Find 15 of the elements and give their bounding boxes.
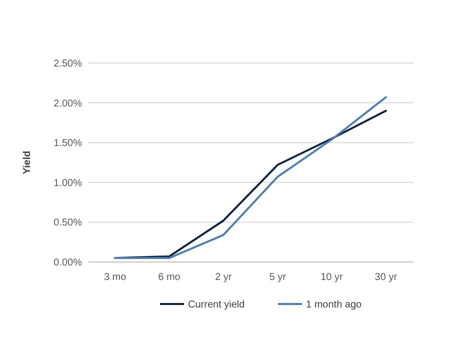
x-tick-label: 6 mo xyxy=(158,272,181,283)
y-tick-label: 2.50% xyxy=(54,58,82,70)
x-tick-label: 2 yr xyxy=(215,272,232,283)
x-tick-label: 3 mo xyxy=(104,272,127,283)
y-tick-label: 0.50% xyxy=(54,218,82,229)
y-tick-label: 2.00% xyxy=(54,98,82,110)
x-tick-label: 5 yr xyxy=(269,272,287,283)
x-tick-label: 10 yr xyxy=(320,272,344,283)
y-axis-title: Yield xyxy=(22,150,33,174)
y-tick-label: 0.00% xyxy=(54,258,82,268)
y-tick-label: 1.50% xyxy=(54,138,82,150)
y-tick-label: 1.00% xyxy=(54,178,82,189)
x-tick-label: 30 yr xyxy=(374,272,398,283)
legend-label: Current yield xyxy=(188,300,245,310)
legend-label: 1 month ago xyxy=(306,300,362,310)
